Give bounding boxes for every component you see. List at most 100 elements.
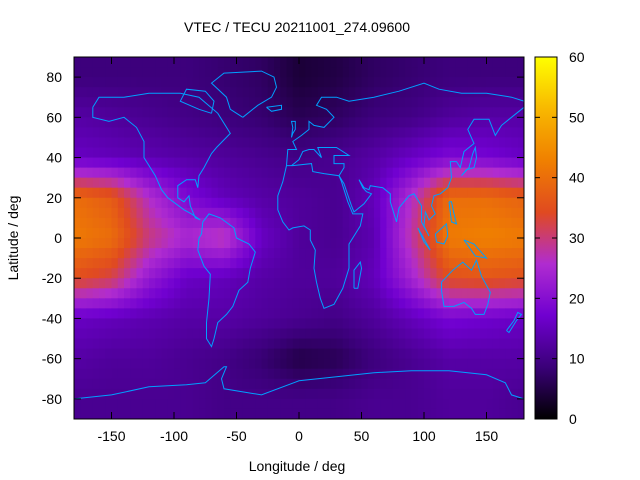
heatmap-cell — [455, 338, 463, 350]
heatmap-cell — [417, 67, 425, 78]
heatmap-cell — [324, 368, 331, 380]
heatmap-cell — [161, 298, 169, 309]
heatmap-cell — [449, 207, 456, 219]
heatmap-cell — [117, 197, 125, 209]
heatmap-cell — [142, 308, 150, 320]
heatmap-cell — [199, 388, 206, 400]
heatmap-cell — [130, 248, 138, 259]
heatmap-cell — [492, 388, 500, 400]
heatmap-cell — [192, 308, 200, 320]
heatmap-cell — [367, 87, 375, 98]
heatmap-cell — [330, 67, 338, 78]
heatmap-cell — [124, 408, 131, 419]
heatmap-cell — [192, 258, 200, 269]
heatmap-cell — [249, 288, 256, 299]
heatmap-cell — [417, 298, 425, 309]
heatmap-cell — [274, 358, 281, 370]
heatmap-cell — [336, 127, 344, 139]
heatmap-cell — [167, 308, 175, 320]
heatmap-cell — [436, 288, 444, 299]
heatmap-cell — [249, 378, 256, 390]
heatmap-cell — [211, 107, 219, 118]
heatmap-cell — [467, 137, 475, 149]
heatmap-cell — [455, 147, 463, 159]
heatmap-cell — [499, 288, 506, 299]
heatmap-cell — [274, 97, 281, 108]
heatmap-cell — [361, 147, 369, 159]
heatmap-cell — [211, 57, 219, 68]
heatmap-cell — [342, 358, 350, 370]
heatmap-cell — [174, 378, 181, 390]
heatmap-cell — [136, 358, 144, 370]
heatmap-cell — [461, 408, 469, 419]
heatmap-cell — [142, 278, 150, 289]
heatmap-cell — [186, 157, 194, 169]
heatmap-cell — [374, 318, 381, 330]
heatmap-cell — [80, 97, 88, 108]
heatmap-cell — [511, 127, 519, 139]
heatmap-cell — [392, 238, 400, 249]
heatmap-cell — [436, 177, 444, 189]
heatmap-cell — [336, 227, 344, 239]
heatmap-cell — [267, 147, 275, 159]
heatmap-cell — [417, 268, 425, 279]
heatmap-cell — [486, 248, 494, 259]
heatmap-cell — [480, 238, 488, 249]
heatmap-cell — [142, 107, 150, 118]
heatmap-cell — [436, 217, 444, 229]
heatmap-cell — [374, 217, 381, 229]
heatmap-cell — [280, 137, 288, 149]
heatmap-cell — [386, 268, 394, 279]
heatmap-cell — [99, 67, 106, 78]
colorbar-tick-label: 20 — [569, 290, 585, 306]
heatmap-cell — [249, 207, 256, 219]
heatmap-cell — [92, 388, 100, 400]
heatmap-cell — [136, 328, 144, 340]
heatmap-cell — [505, 197, 513, 209]
heatmap-cell — [386, 408, 394, 419]
heatmap-cell — [386, 258, 394, 269]
heatmap-cell — [130, 117, 138, 128]
heatmap-cell — [461, 227, 469, 239]
heatmap-cell — [330, 298, 338, 309]
heatmap-cell — [261, 217, 269, 229]
heatmap-cell — [167, 378, 175, 390]
heatmap-cell — [311, 408, 319, 419]
heatmap-cell — [317, 137, 325, 149]
heatmap-cell — [361, 217, 369, 229]
heatmap-cell — [305, 87, 313, 98]
heatmap-cell — [417, 197, 425, 209]
heatmap-cell — [405, 278, 413, 289]
heatmap-cell — [217, 67, 225, 78]
heatmap-cell — [324, 217, 331, 229]
heatmap-cell — [180, 258, 188, 269]
heatmap-cell — [505, 97, 513, 108]
heatmap-cell — [486, 348, 494, 360]
heatmap-cell — [92, 137, 100, 149]
heatmap-cell — [117, 338, 125, 350]
heatmap-cell — [217, 217, 225, 229]
heatmap-cell — [117, 187, 125, 199]
heatmap-cell — [380, 278, 388, 289]
heatmap-cell — [205, 147, 213, 159]
heatmap-cell — [286, 147, 294, 159]
heatmap-cell — [249, 197, 256, 209]
heatmap-cell — [392, 77, 400, 88]
heatmap-cell — [449, 157, 456, 169]
heatmap-cell — [155, 77, 163, 88]
heatmap-cell — [117, 308, 125, 320]
heatmap-cell — [399, 258, 406, 269]
heatmap-cell — [242, 268, 250, 279]
heatmap-cell — [180, 107, 188, 118]
heatmap-cell — [511, 268, 519, 279]
heatmap-cell — [186, 328, 194, 340]
heatmap-cell — [149, 117, 156, 128]
heatmap-cell — [374, 368, 381, 380]
heatmap-cell — [180, 217, 188, 229]
x-tick-label: 100 — [412, 428, 436, 444]
heatmap-cell — [361, 348, 369, 360]
heatmap-cell — [99, 207, 106, 219]
heatmap-cell — [292, 107, 300, 118]
heatmap-cell — [355, 157, 363, 169]
heatmap-cell — [136, 288, 144, 299]
